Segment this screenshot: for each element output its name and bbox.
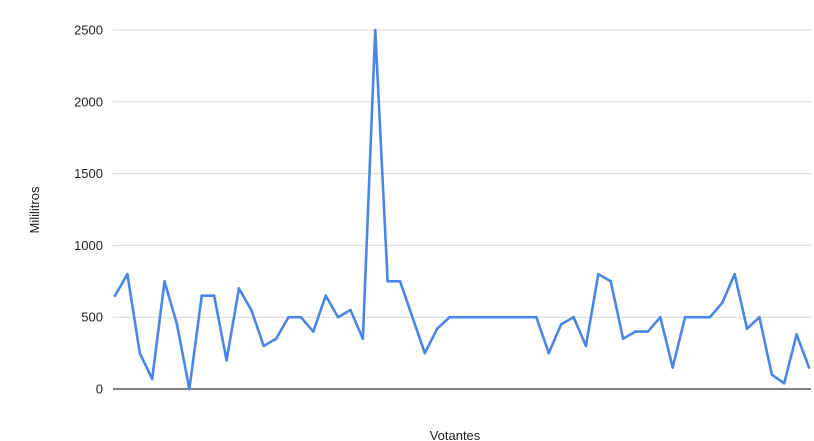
data-point: [311, 330, 315, 333]
data-point: [535, 315, 538, 319]
data-point: [448, 315, 451, 319]
y-axis-title: Mililitros: [27, 186, 42, 233]
data-point: [225, 358, 228, 362]
data-point: [745, 327, 749, 330]
data-point: [559, 323, 563, 326]
data-point: [113, 294, 117, 297]
data-point: [336, 315, 340, 319]
data-point: [497, 315, 501, 319]
data-point: [287, 315, 290, 319]
data-point: [621, 337, 625, 341]
data-point: [274, 337, 278, 341]
data-point: [138, 351, 142, 355]
data-point: [770, 373, 774, 376]
data-point: [163, 280, 166, 283]
data-point: [696, 315, 699, 319]
data-point: [373, 28, 377, 32]
data-point: [584, 344, 588, 348]
data-point: [435, 327, 439, 330]
data-point: [572, 315, 575, 319]
data-point: [634, 330, 637, 333]
data-point: [460, 315, 464, 319]
data-point: [150, 377, 154, 381]
data-point: [361, 337, 365, 341]
data-point: [324, 294, 327, 297]
y-tick-label: 500: [81, 310, 103, 325]
y-tick-label: 2500: [74, 23, 103, 38]
data-point: [237, 287, 241, 290]
data-point: [411, 315, 414, 319]
y-tick-label: 1500: [74, 166, 103, 181]
data-point: [609, 280, 613, 283]
data-point: [473, 315, 476, 319]
data-point: [398, 280, 402, 283]
y-tick-label: 1000: [74, 238, 103, 253]
data-point: [795, 333, 798, 336]
data-point: [733, 272, 736, 276]
data-point: [510, 315, 513, 319]
data-point: [597, 272, 600, 276]
data-point: [758, 315, 761, 319]
data-point: [683, 315, 687, 319]
data-point: [485, 315, 489, 319]
x-axis-title: Votantes: [430, 428, 481, 441]
gridlines: [113, 29, 811, 390]
data-point: [212, 294, 216, 297]
series-group: [113, 28, 811, 391]
data-point: [547, 351, 551, 355]
data-point: [658, 315, 662, 319]
data-point: [807, 366, 811, 369]
data-point: [708, 315, 712, 319]
data-point: [386, 280, 389, 283]
y-tick-label: 2000: [74, 94, 103, 109]
data-point: [671, 366, 674, 369]
series-line: [113, 28, 811, 391]
data-point: [200, 294, 204, 297]
y-tick-labels: 0 500 1000 1500 2000 2500: [74, 23, 103, 397]
data-point: [646, 330, 650, 333]
data-point: [188, 387, 191, 391]
data-point: [423, 351, 427, 355]
data-point: [720, 301, 724, 305]
data-point: [522, 315, 526, 319]
data-point: [175, 323, 179, 326]
data-point: [126, 272, 129, 276]
data-point: [299, 315, 303, 319]
data-point: [349, 308, 352, 312]
data-point: [782, 381, 786, 385]
data-point: [250, 308, 253, 312]
data-point: [262, 344, 266, 348]
y-tick-label: 0: [96, 382, 103, 397]
